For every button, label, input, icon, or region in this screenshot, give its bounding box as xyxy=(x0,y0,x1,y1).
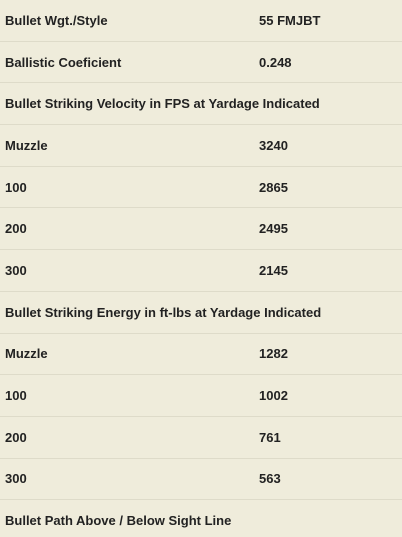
row-value: 0.248 xyxy=(259,54,292,70)
row-energy-100: 100 1002 xyxy=(0,375,402,417)
row-bullet-weight-style: Bullet Wgt./Style 55 FMJBT xyxy=(0,0,402,42)
row-velocity-muzzle: Muzzle 3240 xyxy=(0,125,402,167)
row-value: 2865 xyxy=(259,179,288,195)
row-value: 563 xyxy=(259,471,281,487)
row-energy-200: 200 761 xyxy=(0,417,402,459)
row-label: 300 xyxy=(5,471,27,487)
row-velocity-200: 200 2495 xyxy=(0,208,402,251)
row-label: 200 xyxy=(5,429,27,445)
row-label: Muzzle xyxy=(5,137,48,153)
row-label: Bullet Wgt./Style xyxy=(5,12,108,28)
section-header-bullet-path: Bullet Path Above / Below Sight Line xyxy=(0,500,402,537)
section-header-label: Bullet Striking Velocity in FPS at Yarda… xyxy=(5,96,320,112)
row-velocity-100: 100 2865 xyxy=(0,167,402,209)
row-velocity-300: 300 2145 xyxy=(0,250,402,292)
section-header-label: Bullet Striking Energy in ft-lbs at Yard… xyxy=(5,304,322,320)
row-value: 2145 xyxy=(259,262,288,278)
row-energy-300: 300 563 xyxy=(0,459,402,501)
row-label: 200 xyxy=(5,221,27,237)
row-value: 761 xyxy=(259,429,281,445)
section-header-energy: Bullet Striking Energy in ft-lbs at Yard… xyxy=(0,292,402,334)
row-label: Ballistic Coeficient xyxy=(5,54,122,70)
row-value: 1282 xyxy=(259,346,288,362)
section-header-label: Bullet Path Above / Below Sight Line xyxy=(5,513,232,529)
row-energy-muzzle: Muzzle 1282 xyxy=(0,334,402,376)
row-ballistic-coefficient: Ballistic Coeficient 0.248 xyxy=(0,42,402,84)
row-value: 55 FMJBT xyxy=(259,12,321,28)
row-label: 100 xyxy=(5,388,27,404)
section-header-velocity: Bullet Striking Velocity in FPS at Yarda… xyxy=(0,83,402,126)
row-value: 3240 xyxy=(259,137,288,153)
row-value: 2495 xyxy=(259,221,288,237)
row-value: 1002 xyxy=(259,388,288,404)
row-label: 100 xyxy=(5,179,27,195)
row-label: Muzzle xyxy=(5,346,48,362)
row-label: 300 xyxy=(5,262,27,278)
